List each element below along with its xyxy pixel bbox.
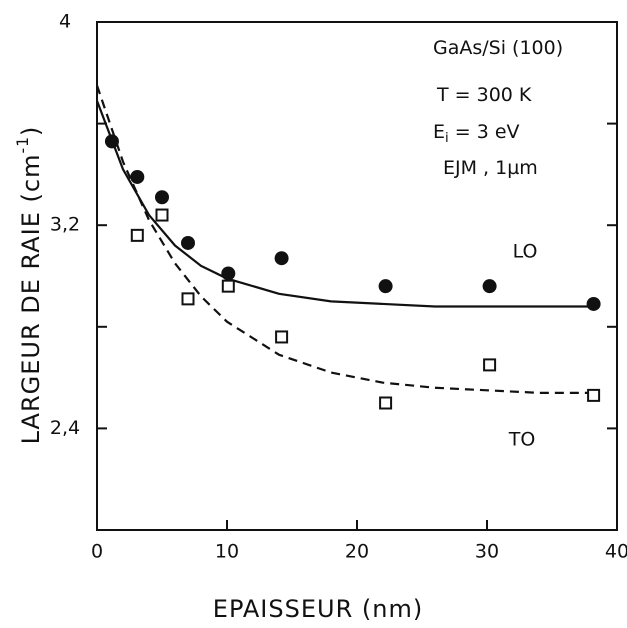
x-tick-label: 40 bbox=[605, 541, 627, 563]
annotation: T = 300 K bbox=[436, 84, 532, 106]
y-tick-label: 2,4 bbox=[50, 417, 80, 439]
data-point bbox=[104, 134, 119, 149]
fit-curve bbox=[95, 100, 591, 308]
y-tick-label: 3,2 bbox=[50, 214, 80, 236]
y-axis-label: LARGEUR DE RAIE (cm-1) bbox=[14, 126, 46, 445]
annotation: Ei = 3 eV bbox=[433, 121, 520, 147]
data-point bbox=[379, 396, 393, 410]
text-part: i bbox=[445, 131, 449, 146]
x-tick-label: 10 bbox=[215, 541, 239, 563]
data-point bbox=[155, 208, 169, 222]
text-part: -1 bbox=[14, 136, 32, 154]
data-point bbox=[181, 235, 195, 250]
series-label: TO bbox=[508, 429, 536, 451]
data-point bbox=[130, 228, 144, 242]
text-part: ) bbox=[17, 126, 45, 136]
plot-frame bbox=[96, 21, 618, 531]
annotation: GaAs/Si (100) bbox=[433, 37, 563, 59]
text-part: EJM , 1µm bbox=[443, 157, 538, 179]
data-point bbox=[586, 296, 601, 311]
data-point bbox=[587, 388, 601, 402]
data-point bbox=[221, 266, 236, 281]
data-point bbox=[274, 251, 289, 266]
y-tick-label: 4 bbox=[59, 11, 71, 33]
annotation: EJM , 1µm bbox=[443, 157, 538, 179]
data-point bbox=[155, 190, 169, 205]
x-tick-label: 30 bbox=[475, 541, 499, 563]
data-point bbox=[378, 279, 393, 294]
data-point bbox=[483, 358, 497, 372]
x-axis-label: EPAISSEUR (nm) bbox=[213, 595, 423, 623]
text-part: LARGEUR DE RAIE (cm bbox=[17, 154, 45, 445]
data-point bbox=[275, 330, 289, 344]
text-part: E bbox=[433, 121, 445, 143]
data-point bbox=[130, 169, 145, 184]
x-tick-label: 20 bbox=[345, 541, 369, 563]
x-tick-label: 0 bbox=[91, 541, 103, 563]
text-part: = 3 eV bbox=[449, 121, 520, 143]
series-label: LO bbox=[513, 241, 538, 263]
data-point bbox=[482, 279, 497, 294]
fit-curve bbox=[95, 85, 591, 394]
text-part: T = 300 K bbox=[436, 84, 532, 106]
text-part: GaAs/Si (100) bbox=[433, 37, 563, 59]
data-point bbox=[181, 292, 195, 306]
data-point bbox=[221, 279, 235, 293]
